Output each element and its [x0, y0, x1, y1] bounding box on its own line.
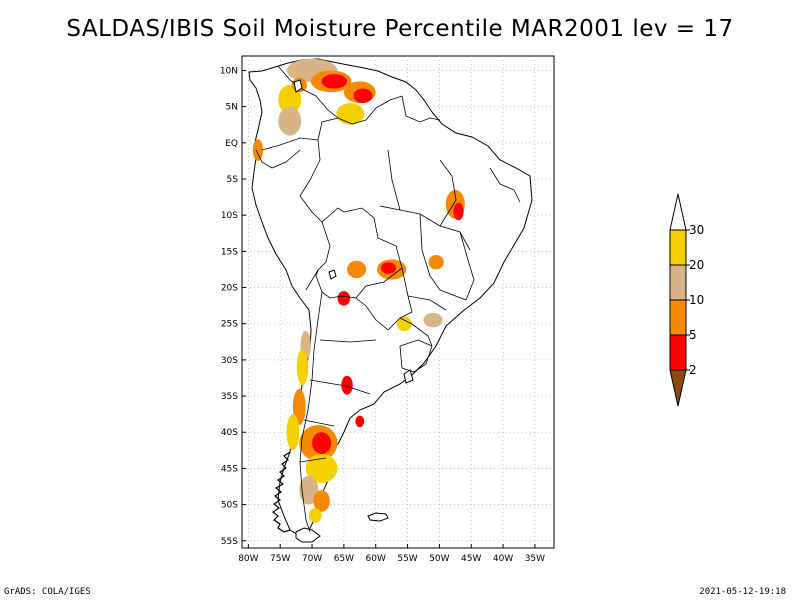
footer-credit: GrADS: COLA/IGES	[4, 587, 91, 597]
lon-tick-label: 55W	[397, 554, 417, 564]
anomaly-yellow-patch	[336, 103, 365, 125]
colorbar-label: 20	[689, 258, 704, 272]
anomaly-yellow-patch	[308, 508, 322, 523]
lat-tick-label: 5S	[227, 175, 239, 185]
border-guianas	[401, 95, 441, 123]
anomaly-yellow-patch	[305, 453, 338, 483]
anomaly-tan-patch	[299, 475, 319, 505]
anomaly-red-patch	[453, 202, 464, 221]
border-bolivia-argentina	[321, 291, 357, 299]
country-borders	[255, 65, 521, 533]
lon-tick-label: 50W	[429, 554, 449, 564]
border-colombia-brazil	[317, 117, 339, 141]
axis-ticks: 10N 5N EQ 5S 10S 15S 20S 25S 30S 35S 40S 45S 50S 55S8…	[220, 66, 545, 564]
lake-maracaibo	[293, 79, 303, 93]
lat-tick-label: 45S	[221, 464, 238, 474]
border-bolivia-paraguay	[355, 267, 403, 299]
lat-tick-label: 25S	[221, 320, 238, 330]
anomaly-yellow-patch	[278, 84, 302, 114]
border-brazil-states-a	[379, 205, 471, 251]
border-paraguay-brazil	[399, 267, 413, 319]
anomaly-orange-patch	[313, 490, 330, 512]
border-paraguay-argentina	[355, 297, 401, 331]
colorbar-segment	[669, 264, 687, 301]
border-venezuela-brazil	[337, 95, 403, 125]
anomaly-tan-patch	[278, 106, 302, 136]
colorbar-segment	[669, 334, 687, 371]
colorbar-label: 10	[689, 293, 704, 307]
lagoa-dos-patos	[403, 369, 414, 384]
border-ecuador-peru	[255, 149, 301, 169]
border-brazil-states-c	[439, 159, 457, 227]
lon-tick-label: 45W	[461, 554, 481, 564]
colorbar-segment	[669, 229, 687, 266]
anomaly-orange-patch	[292, 388, 306, 426]
colorbar-bottom-triangle	[669, 369, 687, 407]
lat-tick-label: 50S	[221, 501, 238, 511]
border-brazil-states-b	[387, 149, 401, 211]
border-brazil-states-g	[407, 295, 447, 311]
border-peru-brazil	[299, 159, 345, 223]
anomaly-orange-patch	[252, 139, 264, 161]
lat-tick-label: 30S	[221, 356, 238, 366]
border-peru-chile	[305, 269, 319, 291]
colorbar-segment	[669, 299, 687, 336]
anomaly-tan-patch	[423, 312, 443, 328]
lat-tick-label: 35S	[221, 392, 238, 402]
border-argentina-brazil	[399, 317, 433, 347]
lat-tick-label: 20S	[221, 284, 238, 294]
lon-tick-label: 40W	[493, 554, 513, 564]
anomaly-orange-patch	[347, 260, 367, 279]
anomaly-red-patch	[321, 74, 348, 89]
lat-tick-label: 5N	[226, 103, 238, 113]
tierra-del-fuego	[295, 527, 321, 543]
lake-titicaca	[328, 269, 337, 280]
falkland-islands	[367, 512, 389, 522]
footer-timestamp: 2021-05-12-19:18	[699, 587, 786, 597]
anomaly-yellow-patch	[396, 316, 413, 331]
border-bolivia-brazil	[343, 207, 403, 269]
lon-tick-label: 65W	[334, 554, 354, 564]
chart-title: SALDAS/IBIS Soil Moisture Percentile MAR…	[66, 16, 734, 42]
border-chile-argentina	[299, 291, 323, 533]
chile-archipelago	[271, 451, 291, 533]
anomaly-layer	[252, 58, 465, 523]
border-colombia-venezuela	[277, 65, 339, 119]
border-brazil-states-f	[489, 167, 521, 203]
colorbar: 30 20 10 5 2	[669, 193, 704, 407]
colorbar-label: 2	[689, 363, 697, 377]
lakes	[293, 79, 414, 384]
anomaly-red-patch	[353, 88, 373, 104]
colorbar-label: 30	[689, 223, 704, 237]
border-uruguay	[399, 339, 433, 373]
border-bolivia-chile	[315, 269, 323, 293]
lat-tick-label: 55S	[221, 537, 238, 547]
border-peru-bolivia	[317, 221, 331, 271]
anomaly-yellow-patch	[286, 414, 300, 451]
border-colombia-peru	[261, 137, 321, 161]
lon-tick-label: 70W	[302, 554, 322, 564]
border-argentina-provinces	[299, 339, 377, 463]
border-brazil-states-d	[459, 231, 475, 301]
lon-tick-label: 35W	[525, 554, 545, 564]
lat-tick-label: 10S	[221, 211, 238, 221]
lon-tick-label: 80W	[238, 554, 258, 564]
anomaly-red-patch	[337, 291, 351, 306]
anomaly-red-patch	[355, 415, 365, 428]
anomaly-red-patch	[341, 375, 353, 395]
lon-tick-label: 60W	[366, 554, 386, 564]
colorbar-top-triangle	[669, 193, 687, 231]
lon-tick-label: 75W	[270, 554, 290, 564]
anomaly-orange-patch	[428, 254, 444, 270]
lat-tick-label: EQ	[225, 139, 238, 149]
anomaly-red-patch	[312, 432, 332, 454]
lat-tick-label: 10N	[220, 66, 238, 76]
anomaly-red-patch	[380, 262, 397, 274]
colorbar-label: 5	[689, 328, 697, 342]
lat-tick-label: 40S	[221, 428, 238, 438]
lat-tick-label: 15S	[221, 247, 238, 257]
anomaly-yellow-patch	[296, 349, 309, 386]
border-brazil-states-e	[419, 213, 467, 301]
